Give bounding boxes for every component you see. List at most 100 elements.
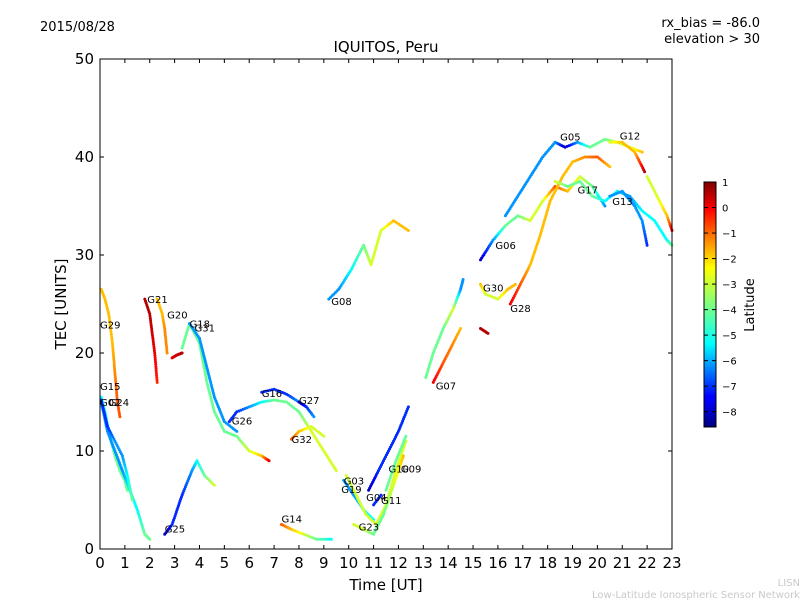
series-g08 [327,219,410,301]
series-g12 [608,140,647,174]
data-point [112,362,116,366]
data-point [212,483,216,487]
colorbar-tick-label: −4 [722,306,737,317]
series-g26 [227,398,338,473]
data-point [109,332,113,336]
data-point [319,537,323,541]
data-point [164,338,168,342]
data-point [165,349,169,353]
data-point [401,454,405,458]
satellite-label-g03: G03 [344,476,364,487]
series-g18 [170,351,184,360]
series-g32 [290,425,326,441]
y-tick-label: 0 [84,540,94,558]
satellite-label-g18: G18 [190,320,210,331]
data-point [112,359,116,363]
data-point [113,368,117,372]
series-g13a [188,322,239,433]
x-tick-label: 14 [439,554,458,572]
series-g13 [608,189,649,247]
series-g23 [352,454,405,536]
x-tick-label: 15 [463,554,482,572]
satellite-label-g12: G12 [620,131,640,142]
data-point [459,327,463,330]
data-point [112,364,116,368]
x-tick-label: 4 [195,554,205,572]
data-point [111,344,115,347]
x-tick-label: 13 [414,554,433,572]
data-point [115,389,118,393]
data-point [110,339,114,343]
data-point [164,342,168,346]
series-g25 [163,459,216,536]
x-tick-label: 20 [588,554,607,572]
data-point [153,356,157,359]
data-point [593,155,597,159]
data-point [113,371,117,375]
satellite-label-g31: G31 [195,323,215,334]
data-point [608,165,612,169]
series-g30 [479,282,517,301]
data-point [114,384,118,388]
plot-marks [99,137,674,541]
watermark-lisn: LISN [778,578,800,589]
data-point [111,350,115,354]
date-label: 2015/08/28 [40,20,115,35]
data-point [461,278,465,281]
satellite-label-g05: G05 [560,132,580,143]
satellite-label-g25: G25 [165,524,185,535]
data-point [150,327,154,331]
data-point [109,330,113,334]
x-tick-label: 17 [513,554,532,572]
data-point [155,374,159,378]
series-g10 [367,405,410,492]
data-point [267,459,271,463]
data-point [321,537,325,541]
satellite-label-g30: G30 [483,283,503,294]
data-point [114,380,118,384]
data-point [317,537,320,541]
data-point [154,365,158,369]
series-g28 [508,155,612,306]
y-axis-label: TEC [UNITS] [52,259,70,351]
series-g31 [180,322,271,463]
data-point [126,476,130,480]
data-point [587,155,591,159]
data-point [115,391,119,395]
data-point [148,314,152,318]
data-point [329,537,333,541]
satellite-label-g13: G13 [612,197,632,208]
data-point [110,341,114,345]
data-point [163,327,167,330]
x-tick-label: 1 [120,554,130,572]
x-axis-label: Time [UT] [348,576,422,594]
x-tick-label: 21 [613,554,632,572]
data-point [152,347,156,351]
data-point [151,340,155,344]
data-point [111,346,115,350]
data-point [107,316,111,320]
satellite-label-g09: G09 [401,465,421,476]
satellite-label-g15: G15 [100,382,120,393]
data-point [108,321,112,325]
data-point [642,230,646,234]
data-point [379,493,383,497]
data-point [585,155,589,159]
series-g30r [479,327,490,335]
data-point [113,375,117,379]
satellite-label-g06: G06 [495,241,515,252]
data-point [113,366,116,370]
data-point [614,140,618,144]
series-g29 [99,287,122,419]
series-g09 [384,434,408,492]
data-point [513,282,517,286]
data-point [149,321,153,324]
data-point [404,434,408,438]
data-point [406,229,410,232]
x-tick-label: 16 [488,554,507,572]
data-point [165,351,169,355]
satellite-label-g20: G20 [167,311,187,322]
data-point [151,334,154,338]
colorbar-tick-label: 0 [722,204,728,215]
data-point [610,140,614,144]
